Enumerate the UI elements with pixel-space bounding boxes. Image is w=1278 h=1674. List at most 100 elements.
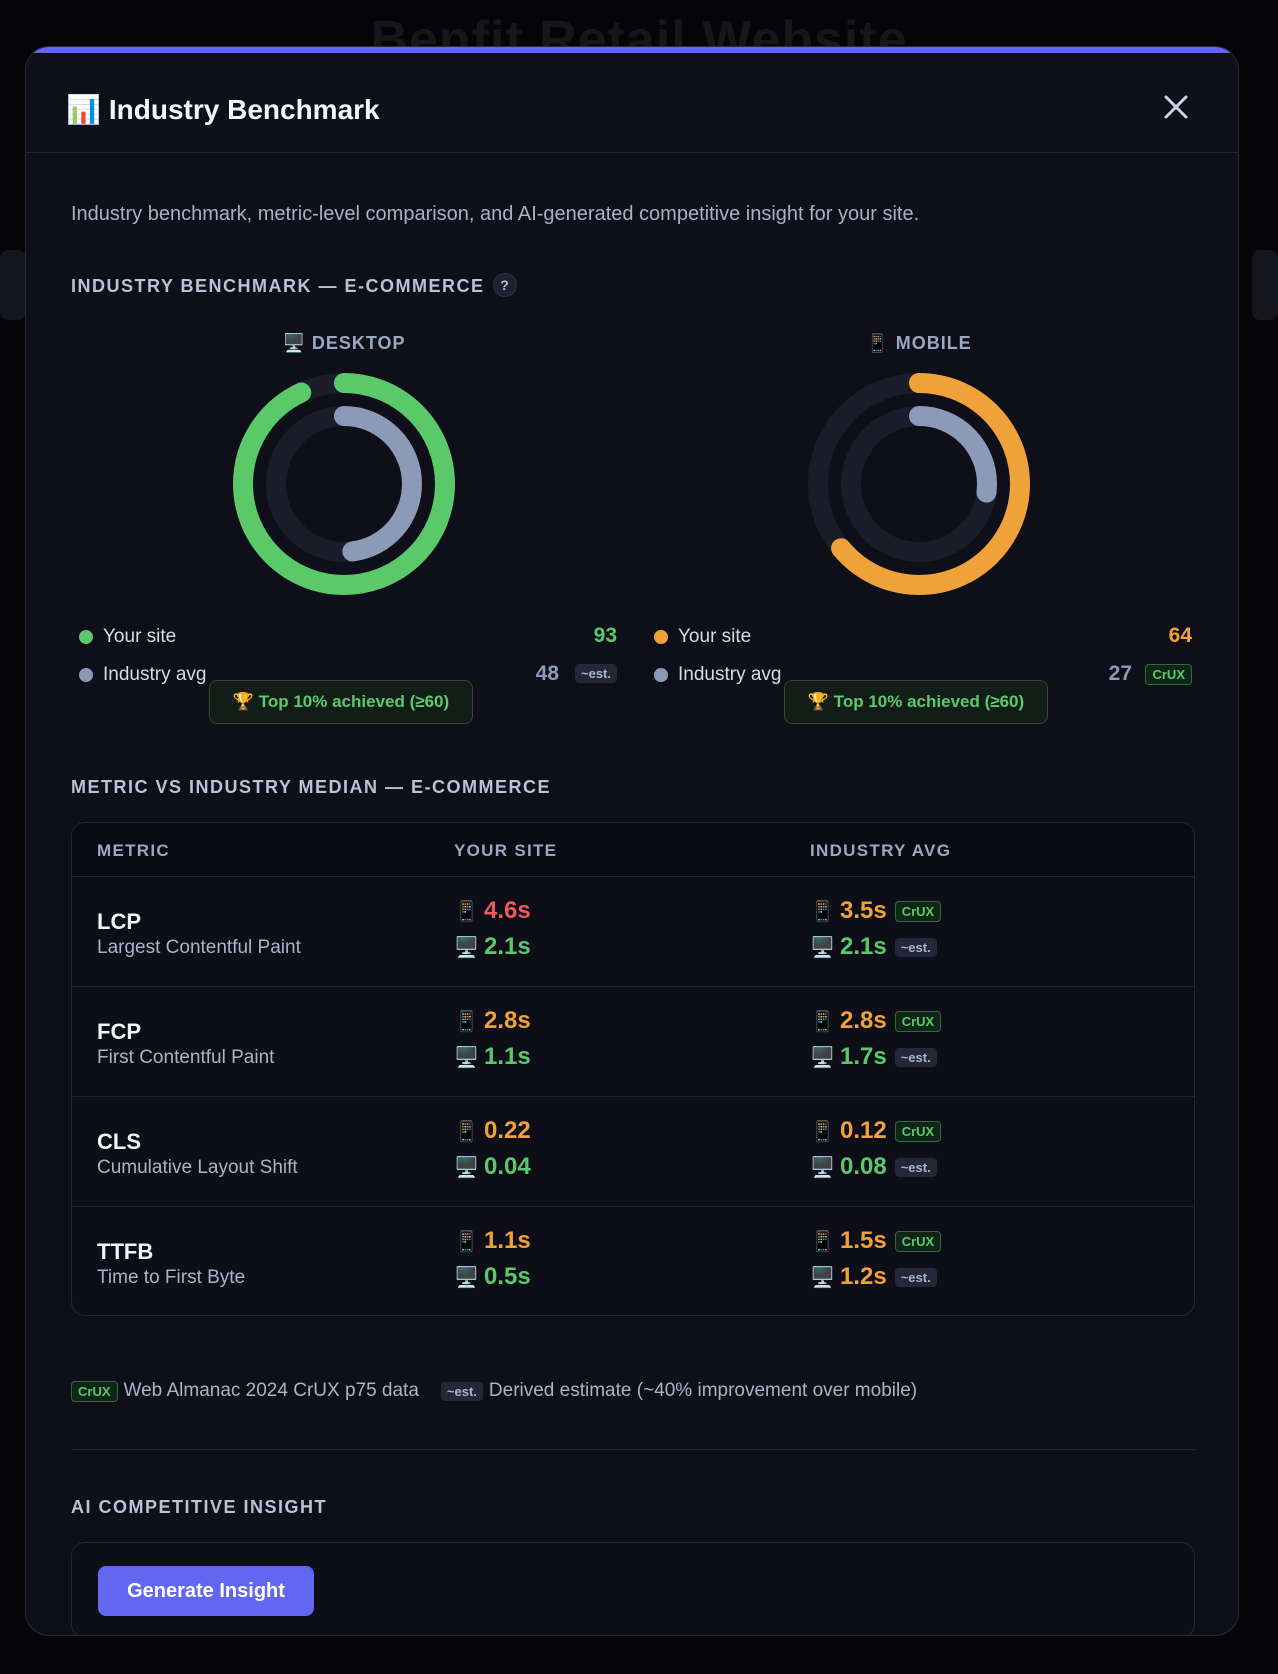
desktop-legend-industry-avg: Industry avg 48 ~est. (71, 661, 617, 689)
desktop-monitor-icon: 🖥️ (810, 936, 835, 959)
metric-section-title: METRIC VS INDUSTRY MEDIAN — E-COMMERCE (71, 777, 552, 797)
mobile-avg-score: 27 (1108, 662, 1132, 685)
mobile-legend-industry-avg: Industry avg 27 CrUX (646, 661, 1192, 689)
mobile-phone-icon: 📱 (810, 900, 835, 923)
table-row: TTFB Time to First Byte 📱 1.1s 🖥️ 0.5s 📱 1.5s Cr… (72, 1207, 1194, 1315)
table-row: FCP First Contentful Paint 📱 2.8s 🖥️ 1.1s 📱 2.8… (72, 987, 1194, 1097)
header-your-site: YOUR SITE (454, 841, 558, 860)
value-text: 1.1s (484, 1227, 531, 1254)
estimate-tag: ~est. (894, 1157, 937, 1177)
desktop-monitor-icon: 🖥️ (810, 1046, 835, 1069)
generate-insight-button[interactable]: Generate Insight (98, 1566, 314, 1616)
help-icon[interactable]: ? (492, 273, 517, 297)
header-industry-avg: INDUSTRY AVG (810, 841, 952, 860)
desktop-monitor-icon: 🖥️ (810, 1156, 835, 1179)
device-title-desktop: 🖥️ DESKTOP (282, 333, 406, 353)
device-mobile: 📱 MOBILE Your site 64 Industry avg 27 Cr… (646, 333, 1192, 733)
estimate-tag: ~est. (894, 1047, 937, 1067)
value-text: 0.08 (840, 1153, 887, 1180)
metric-value: 🖥️ 1.1s (454, 1043, 531, 1071)
metric-value: 📱 1.1s (454, 1227, 531, 1255)
metric-value: 🖥️ 0.08 ~est. (810, 1153, 937, 1181)
value-text: 4.6s (484, 897, 531, 924)
table-row: LCP Largest Contentful Paint 📱 4.6s 🖥️ 2.1s 📱 3… (72, 877, 1194, 987)
device-title-mobile: 📱 MOBILE (866, 333, 972, 353)
value-text: 2.8s (484, 1007, 531, 1034)
mobile-phone-icon: 📱 (810, 1010, 835, 1033)
mobile-industry-avg-arc (841, 406, 997, 562)
desktop-monitor-icon: 🖥️ (454, 936, 479, 959)
table-row: CLS Cumulative Layout Shift 📱 0.22 🖥️ 0.04 📱 0.… (72, 1097, 1194, 1207)
metric-name: Largest Contentful Paint (97, 937, 301, 958)
desktop-your-score: 93 (593, 624, 617, 647)
mobile-your-score: 64 (1168, 624, 1192, 647)
legend-label: Industry avg (103, 664, 207, 685)
metric-value: 🖥️ 0.5s (454, 1263, 531, 1291)
industry-avg-dot (654, 668, 668, 682)
mobile-phone-icon: 📱 (454, 900, 479, 923)
header-metric: METRIC (97, 841, 170, 860)
value-text: 1.1s (484, 1043, 531, 1070)
modal-accent-bar (26, 47, 1238, 53)
desktop-avg-score: 48 (535, 662, 559, 685)
your-site-dot (654, 630, 668, 644)
modal-title: 📊 Industry Benchmark (66, 93, 380, 126)
metric-name: First Contentful Paint (97, 1047, 275, 1068)
backdrop-card (1252, 250, 1278, 320)
metric-value: 📱 0.12 CrUX (810, 1117, 942, 1145)
crux-explanation: Web Almanac 2024 CrUX p75 data (123, 1380, 419, 1401)
insight-panel: Generate Insight (71, 1542, 1195, 1635)
metric-value: 📱 3.5s CrUX (810, 897, 942, 925)
mobile-phone-icon: 📱 (810, 1230, 835, 1253)
table-header: METRIC YOUR SITE INDUSTRY AVG (72, 823, 1194, 877)
desktop-your-site-arc (233, 373, 455, 595)
mobile-phone-icon: 📱 (454, 1010, 479, 1033)
estimate-tag: ~est. (894, 1267, 937, 1287)
metric-name: Time to First Byte (97, 1267, 246, 1288)
value-text: 2.1s (840, 933, 887, 960)
legend-label: Your site (103, 626, 177, 647)
metric-value: 🖥️ 2.1s ~est. (810, 933, 937, 961)
crux-tag: CrUX (894, 1230, 942, 1252)
metric-value: 🖥️ 1.7s ~est. (810, 1043, 937, 1071)
metric-value: 📱 1.5s CrUX (810, 1227, 942, 1255)
value-text: 0.12 (840, 1117, 887, 1144)
benchmark-section-title-text: INDUSTRY BENCHMARK — E-COMMERCE (71, 276, 485, 296)
value-text: 1.5s (840, 1227, 887, 1254)
mobile-phone-icon: 📱 (454, 1230, 479, 1253)
desktop-monitor-icon: 🖥️ (454, 1156, 479, 1179)
value-text: 1.2s (840, 1263, 887, 1290)
value-text: 1.7s (840, 1043, 887, 1070)
desktop-monitor-icon: 🖥️ (454, 1266, 479, 1289)
metric-value: 🖥️ 0.04 (454, 1153, 531, 1181)
value-text: 0.5s (484, 1263, 531, 1290)
desktop-industry-avg-arc (266, 406, 422, 562)
metric-value: 🖥️ 2.1s (454, 933, 531, 961)
close-button[interactable] (1158, 89, 1194, 125)
value-text: 0.22 (484, 1117, 531, 1144)
mobile-score-donut (808, 373, 1030, 595)
value-text: 2.1s (484, 933, 531, 960)
modal-title-text: Industry Benchmark (108, 93, 380, 125)
intro-text: Industry benchmark, metric-level compari… (71, 203, 920, 225)
metric-name: Cumulative Layout Shift (97, 1157, 298, 1178)
metric-value: 🖥️ 1.2s ~est. (810, 1263, 937, 1291)
mobile-phone-icon: 📱 (810, 1120, 835, 1143)
crux-tag: CrUX (71, 1380, 118, 1402)
device-desktop: 🖥️ DESKTOP Your site 93 Industry avg 48 … (71, 333, 617, 733)
benchmark-modal: 📊 Industry Benchmark Industry benchmark,… (25, 46, 1239, 1636)
crux-tag: CrUX (894, 900, 942, 922)
insight-section-title: AI COMPETITIVE INSIGHT (71, 1497, 328, 1517)
desktop-legend-your-site: Your site 93 (71, 623, 617, 651)
mobile-your-site-arc (808, 373, 1030, 595)
crux-tag: CrUX (1145, 664, 1192, 685)
section-divider (71, 1449, 1195, 1450)
crux-tag: CrUX (894, 1010, 942, 1032)
value-text: 2.8s (840, 1007, 887, 1034)
mobile-phone-icon: 📱 (454, 1120, 479, 1143)
metric-code: CLS (97, 1129, 141, 1154)
desktop-monitor-icon: 🖥️ (454, 1046, 479, 1069)
modal-header: 📊 Industry Benchmark (26, 53, 1238, 153)
value-text: 3.5s (840, 897, 887, 924)
benchmark-section-title: INDUSTRY BENCHMARK — E-COMMERCE? (71, 273, 517, 297)
